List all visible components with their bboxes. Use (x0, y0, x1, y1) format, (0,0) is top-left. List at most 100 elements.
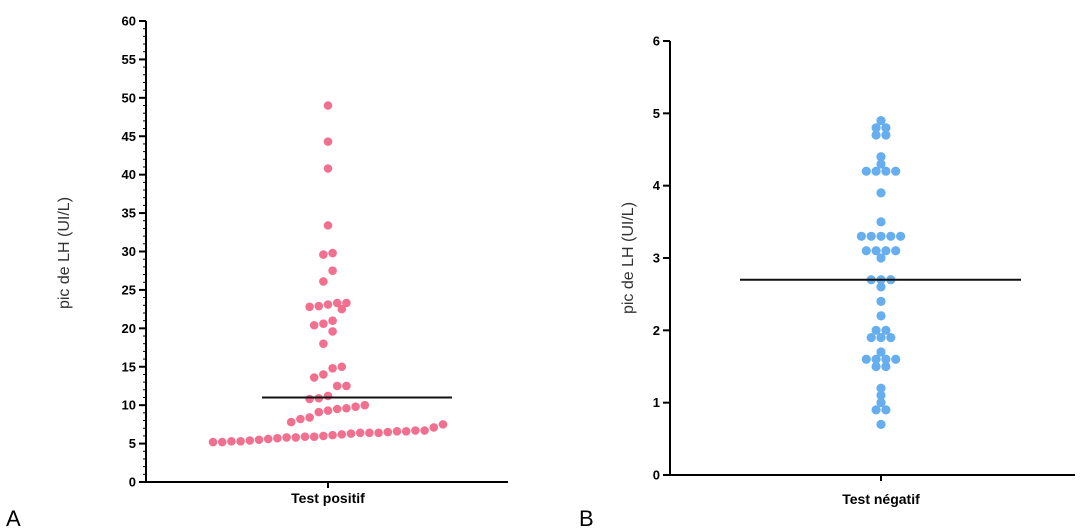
panel-b-data-point (876, 152, 886, 162)
panel-b-data-point (861, 166, 871, 176)
panel-a-data-point (309, 432, 319, 441)
panel-b-y-axis-title: pic de LH (UI/L) (620, 202, 637, 314)
panel-a-data-point (328, 316, 337, 325)
panel-a-data-point (319, 431, 328, 441)
panel-a-y-axis-title: pic de LH (UI/L) (56, 197, 73, 309)
panel-b-data-point (871, 354, 881, 364)
panel-a-data-point (273, 433, 282, 443)
panel-a-data-point (309, 373, 319, 382)
panel-b-data-point (876, 347, 886, 357)
panel-a-data-point (309, 320, 319, 330)
panel-a-data-point (305, 394, 314, 404)
panel-b-data-point (886, 231, 896, 241)
panel-a-data-point (355, 428, 365, 438)
panel-a-data-point (227, 436, 236, 446)
panel-b-data-point (871, 130, 881, 140)
panel-a-data-point (319, 370, 328, 379)
panel-a-y-tick-label: 30 (122, 244, 136, 259)
panel-b-y-tick-label: 6 (653, 34, 660, 49)
panel-a-data-point (323, 101, 333, 110)
panel-b-letter: B (579, 506, 594, 529)
panel-b-data-point (871, 246, 881, 256)
panel-a-data-point (323, 391, 333, 401)
panel-a-data-point (314, 407, 324, 417)
panel-a-data-point (323, 221, 333, 230)
panel-a-category-label: Test positif (291, 490, 365, 506)
panel-a-data-point (319, 250, 328, 259)
panel-a-y-tick-label: 60 (122, 14, 136, 29)
panel-b-data-point (876, 217, 886, 227)
panel-a-data-point (319, 277, 328, 286)
panel-a-y-tick-label: 55 (122, 52, 136, 67)
panel-b-data-point (866, 231, 876, 241)
panel-b-data-point (881, 166, 891, 176)
panel-a-data-point (254, 435, 264, 445)
panel-a-data-point (291, 433, 301, 442)
panel-b-y-tick-label: 2 (653, 323, 660, 338)
panel-a-data-point (383, 427, 393, 437)
panel-a-data-point (286, 417, 296, 427)
panel-a-data-point (337, 430, 347, 439)
panel-a-data-point (328, 327, 337, 336)
panel-b-y-tick-label: 1 (653, 395, 660, 410)
panel-a-data-point (429, 423, 439, 432)
panel-b-data-point (876, 311, 886, 321)
panel-a-data-point (305, 302, 314, 312)
panel-b-data-point (876, 419, 886, 429)
panel-a-data-point (332, 298, 342, 308)
panel-b-data-point (881, 123, 891, 133)
panel-a-data-point (360, 400, 370, 410)
panel-a-data-point (411, 426, 420, 435)
panel-a-data-point (401, 426, 411, 436)
panel-a-data-point (328, 248, 337, 258)
chart-panel-b: B pic de LH (UI/L) Test négatif 0 1 2 3 4 5 6 (579, 34, 1075, 529)
panel-a-data-point (236, 436, 245, 446)
panel-b-data-point (876, 253, 886, 263)
panel-a-data-point (323, 137, 333, 146)
panel-b-data-point (881, 130, 891, 140)
panel-a-data-point (342, 298, 351, 308)
panel-b-data-point (871, 166, 881, 176)
panel-a-data-point (420, 426, 429, 435)
panel-b-y-tick-label: 3 (653, 251, 660, 266)
panel-a-data-point (374, 428, 383, 438)
panel-a-y-tick-label: 45 (122, 129, 136, 144)
panel-a-y-tick-label: 35 (122, 206, 136, 221)
panel-a-y-tick-label: 50 (122, 90, 136, 105)
panel-b-data-point (881, 325, 891, 335)
panel-a-data-point (208, 437, 218, 447)
panel-b-data-point (876, 188, 886, 198)
panel-b-data-point (876, 332, 886, 343)
panel-a-data-point (337, 362, 347, 372)
panel-b-y-tick-label: 5 (653, 106, 660, 121)
panel-a-data-point (351, 402, 360, 412)
panel-a-y-tick-label: 5 (129, 436, 136, 451)
panel-a-y-tick-label: 40 (122, 167, 136, 182)
panel-a-data-point (300, 432, 310, 441)
panel-a-data-point (319, 319, 328, 329)
panel-a-data-point (263, 434, 273, 444)
panel-a-data-point (342, 403, 351, 413)
panel-b-data-point (876, 282, 886, 292)
panel-a-y-tick-label: 20 (122, 321, 136, 336)
panel-a-data-point (305, 413, 314, 422)
panel-b-data-point (871, 361, 881, 372)
panel-a-data-point (323, 300, 333, 309)
panel-b-data-point (876, 115, 886, 126)
panel-a-data-point (438, 420, 448, 429)
panel-a-data-point (217, 437, 227, 447)
panel-a-data-point (365, 428, 374, 438)
panel-b-data-point (876, 390, 886, 401)
panel-b-data-point (896, 231, 906, 241)
panel-a-data-point (332, 404, 342, 414)
panel-b-data-point (881, 246, 891, 256)
panel-b-category-label: Test négatif (842, 491, 920, 507)
panel-b-data-point (881, 361, 891, 372)
panel-b-data-point (876, 159, 886, 169)
panel-b-data-point (871, 325, 881, 335)
panel-a-data-point (337, 304, 347, 314)
panel-b-y-tick-label: 0 (653, 468, 660, 483)
panel-a-data-point (319, 339, 328, 349)
panel-b-data-point (876, 296, 886, 306)
panel-a-data-point (296, 414, 305, 424)
